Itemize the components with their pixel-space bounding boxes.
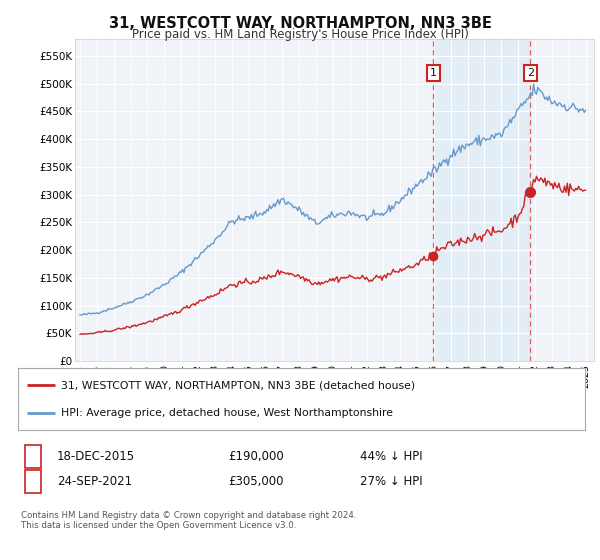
Text: 2: 2: [29, 475, 37, 488]
Text: 31, WESTCOTT WAY, NORTHAMPTON, NN3 3BE: 31, WESTCOTT WAY, NORTHAMPTON, NN3 3BE: [109, 16, 491, 31]
Text: 18-DEC-2015: 18-DEC-2015: [57, 450, 135, 463]
Text: 27% ↓ HPI: 27% ↓ HPI: [360, 475, 422, 488]
Text: £190,000: £190,000: [228, 450, 284, 463]
Text: Price paid vs. HM Land Registry's House Price Index (HPI): Price paid vs. HM Land Registry's House …: [131, 28, 469, 41]
Text: 2: 2: [527, 68, 534, 78]
Text: 44% ↓ HPI: 44% ↓ HPI: [360, 450, 422, 463]
Text: HPI: Average price, detached house, West Northamptonshire: HPI: Average price, detached house, West…: [61, 408, 392, 418]
Text: Contains HM Land Registry data © Crown copyright and database right 2024.
This d: Contains HM Land Registry data © Crown c…: [21, 511, 356, 530]
Text: 31, WESTCOTT WAY, NORTHAMPTON, NN3 3BE (detached house): 31, WESTCOTT WAY, NORTHAMPTON, NN3 3BE (…: [61, 380, 415, 390]
Text: 24-SEP-2021: 24-SEP-2021: [57, 475, 132, 488]
Text: £305,000: £305,000: [228, 475, 284, 488]
Text: 1: 1: [430, 68, 437, 78]
Bar: [433, 39, 530, 361]
Text: 1: 1: [29, 450, 37, 463]
